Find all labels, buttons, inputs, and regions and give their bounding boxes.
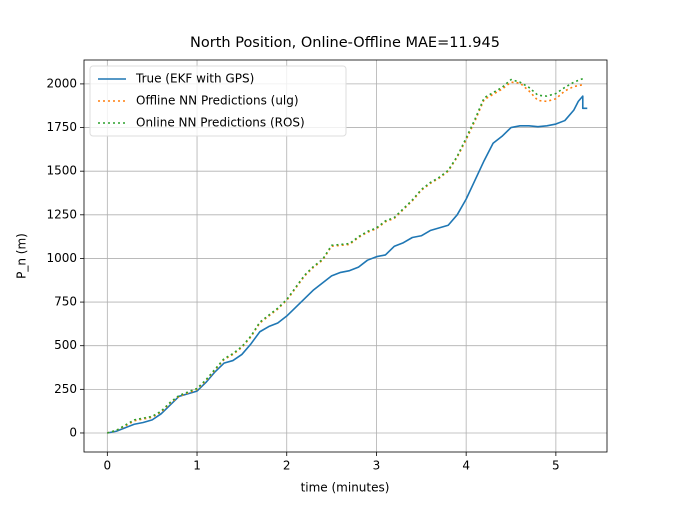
y-tick-label: 0 [69, 425, 77, 439]
y-tick-label: 1000 [46, 251, 77, 265]
data-line [107, 81, 583, 434]
x-tick-label: 2 [283, 459, 291, 473]
legend-box [89, 65, 347, 137]
y-tick-label: 250 [54, 382, 77, 396]
y-tick-label: 500 [54, 338, 77, 352]
legend-label: Online NN Predictions (ROS) [136, 116, 305, 130]
x-tick-label: 1 [193, 459, 201, 473]
x-axis-label: time (minutes) [301, 481, 390, 495]
chart-title: North Position, Online-Offline MAE=11.94… [190, 35, 500, 51]
x-tick-label: 5 [552, 459, 560, 473]
x-tick-label: 3 [373, 459, 381, 473]
y-tick-label: 1250 [46, 207, 77, 221]
data-line [107, 95, 588, 434]
y-tick-label: 1500 [46, 164, 77, 178]
y-tick-label: 2000 [46, 76, 77, 90]
x-tick-label: 4 [462, 459, 470, 473]
y-tick-label: 1750 [46, 120, 77, 134]
y-axis-label: P_n (m) [15, 233, 29, 279]
legend-label: Offline NN Predictions (ulg) [136, 94, 299, 108]
x-tick-label: 0 [104, 459, 112, 473]
data-line [107, 77, 584, 434]
axes-frame [83, 59, 608, 453]
y-tick-label: 750 [54, 295, 77, 309]
legend-label: True (EKF with GPS) [135, 72, 254, 86]
